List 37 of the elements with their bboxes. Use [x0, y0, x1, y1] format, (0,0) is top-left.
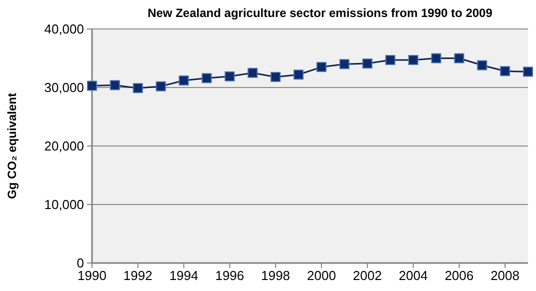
point [87, 80, 97, 91]
y-axis-title: Gg CO₂ equivalent [5, 92, 19, 200]
point [523, 66, 533, 77]
chart-title: New Zealand agriculture sector emissions from 1990 to 2009 [148, 6, 493, 20]
x-tick-label: 1994 [169, 268, 198, 283]
x-tick-label: 2004 [398, 268, 428, 283]
y-tick-label: 30,000 [44, 80, 84, 96]
point [316, 62, 326, 72]
x-tick-label: 1996 [215, 268, 244, 283]
x-tick-label: 2002 [352, 268, 382, 283]
point [132, 83, 143, 94]
point [156, 81, 166, 92]
point [110, 80, 120, 90]
x-tick-label: 2006 [444, 268, 474, 283]
y-tick-label: 10,000 [44, 197, 84, 212]
point [270, 72, 281, 82]
y-tick-label: 40,000 [44, 22, 84, 37]
point [431, 53, 442, 64]
point [248, 68, 258, 78]
point [178, 75, 189, 86]
point [408, 55, 418, 66]
point [224, 71, 235, 82]
point [454, 53, 464, 64]
x-tick-label: 2008 [490, 268, 520, 283]
y-tick-label: 20,000 [44, 138, 84, 154]
x-tick-label: 1990 [78, 268, 106, 283]
x-tick-label: 1998 [261, 268, 290, 283]
point [477, 60, 488, 70]
point [362, 58, 372, 69]
point [385, 55, 396, 66]
point [339, 59, 350, 70]
point [500, 66, 510, 76]
y-tick-label: 0 [76, 256, 84, 271]
point [294, 70, 304, 80]
point [202, 73, 212, 84]
x-tick-label: 2000 [307, 268, 336, 283]
x-tick-label: 1992 [123, 268, 152, 283]
